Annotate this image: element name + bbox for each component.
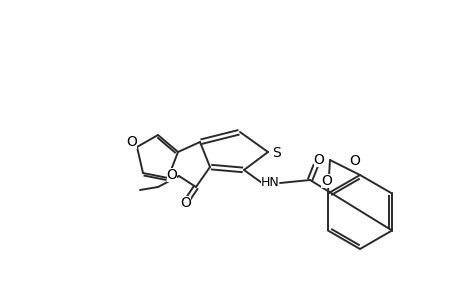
Text: O: O [313,153,324,167]
Text: S: S [272,146,281,160]
Text: O: O [320,174,331,188]
Text: O: O [348,154,359,168]
Text: HN: HN [260,176,279,190]
Text: O: O [126,135,137,149]
Text: O: O [166,168,177,182]
Text: O: O [180,196,191,210]
